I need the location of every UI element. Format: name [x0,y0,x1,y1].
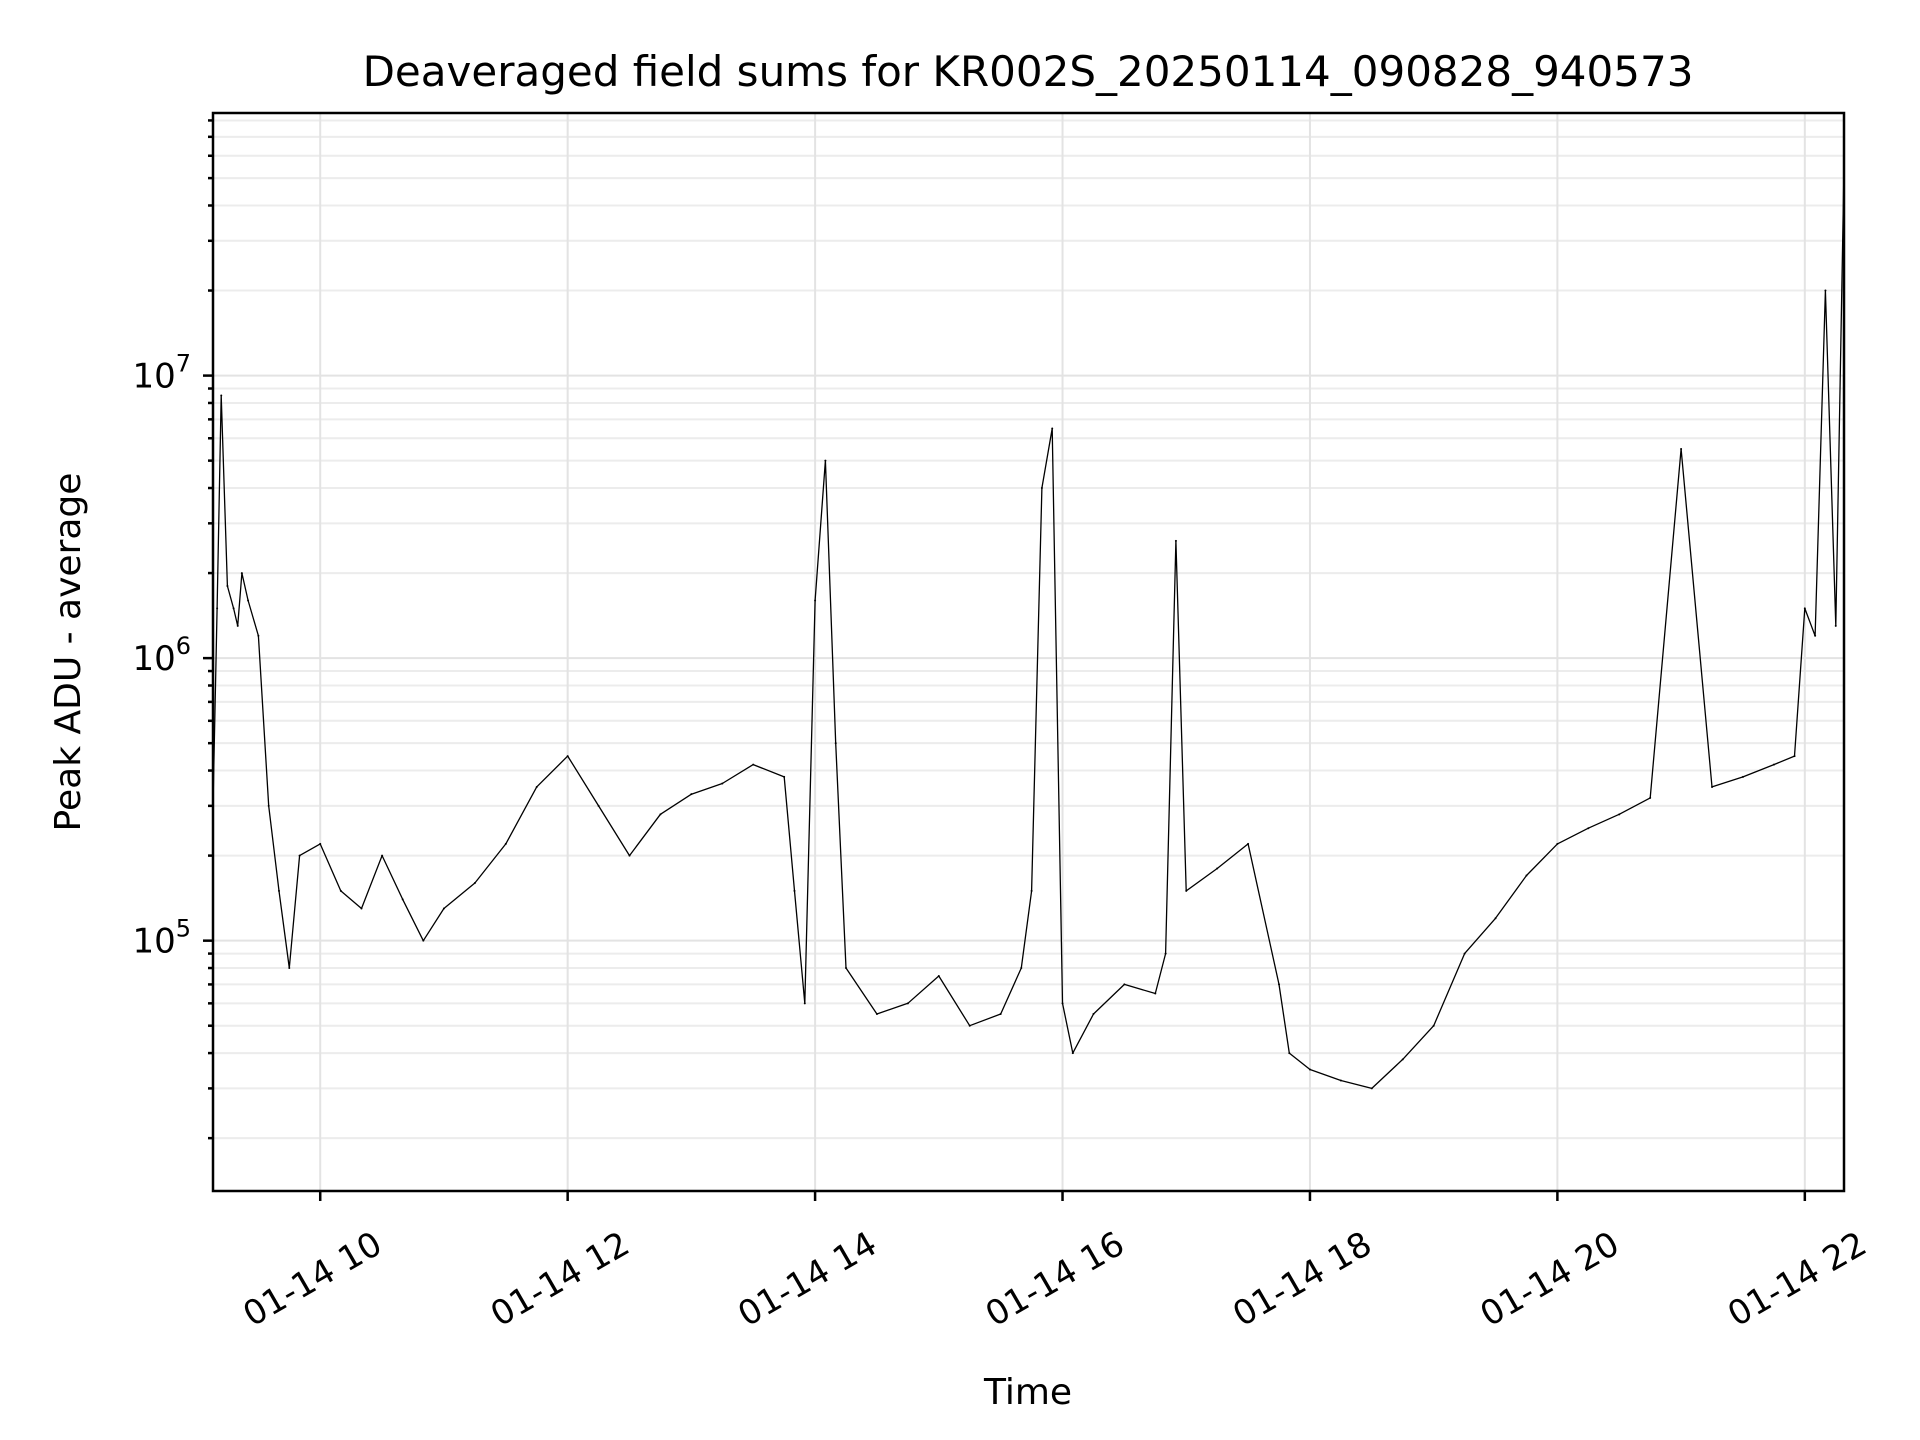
data-point [1432,1024,1435,1027]
data-point [999,1013,1002,1016]
data-point [1164,952,1167,955]
data-point [814,599,817,602]
x-tick-label: 01-14 16 [979,1224,1131,1335]
data-point [1123,983,1126,986]
data-point [937,974,940,977]
x-tick-label: 01-14 22 [1721,1224,1873,1335]
data-point [824,459,827,462]
data-point [226,585,229,588]
data-point [1308,1068,1311,1071]
data-point [1174,539,1177,542]
data-point [721,782,724,785]
data-point [968,1024,971,1027]
data-point [1154,992,1157,995]
data-point [1092,1013,1095,1016]
data-point [628,854,631,857]
axis-ticks: 105 106 107 01-14 10 01-14 12 01-14 14 01-14 1… [132,119,1874,1335]
data-point [1061,1002,1064,1005]
data-point [277,889,280,892]
data-point [422,939,425,942]
data-point [1680,447,1683,450]
data-point [220,394,223,397]
data-point [1834,624,1837,627]
x-tick-label: 01-14 10 [237,1224,389,1335]
x-tick-label: 01-14 18 [1226,1224,1378,1335]
data-point [535,785,538,788]
data-point [216,607,219,610]
data-point [504,842,507,845]
data-point [566,755,569,758]
chart-title: Deaveraged field sums for KR002S_2025011… [363,47,1694,96]
data-point [1247,842,1250,845]
data-point [1071,1052,1074,1055]
y-tick-label: 106 [132,632,191,679]
data-point [793,889,796,892]
data-point [257,634,260,637]
data-point [1741,775,1744,778]
data-point [1216,867,1219,870]
data-point [1339,1079,1342,1082]
y-axis-label: Peak ADU - average [48,473,89,832]
data-point [267,804,270,807]
data-point [1649,796,1652,799]
x-tick-label: 01-14 20 [1474,1224,1626,1335]
data-point [1040,487,1043,490]
series-line [212,166,1845,1090]
data-point [1803,607,1806,610]
data-point [1020,967,1023,970]
data-point [597,804,600,807]
data-point [1618,813,1621,816]
data-point [1288,1052,1291,1055]
data-point [232,607,235,610]
x-axis-label: Time [983,1372,1072,1413]
x-tick-label: 01-14 12 [484,1224,636,1335]
series-layer [212,165,1845,1090]
data-point [803,1002,806,1005]
data-point [360,907,363,910]
data-point [1814,634,1817,637]
data-point [1463,952,1466,955]
data-point [381,854,384,857]
data-point [845,967,848,970]
data-point [752,763,755,766]
data-point [659,813,662,816]
data-point [1051,427,1054,430]
data-point [298,854,301,857]
data-point [319,842,322,845]
data-point [834,742,837,745]
data-point [906,1002,909,1005]
data-point [690,793,693,796]
data-point [1711,785,1714,788]
plot-frame [211,111,1846,1193]
data-point [1556,842,1559,845]
data-point [236,624,239,627]
data-point [1525,874,1528,877]
y-tick-label: 107 [132,350,191,397]
data-point [1370,1087,1373,1090]
y-tick-label: 105 [132,915,191,962]
x-tick-label: 01-14 14 [731,1224,883,1335]
data-point [247,599,250,602]
data-point [1494,917,1497,920]
data-point [1587,827,1590,830]
data-point [240,572,243,575]
data-point [473,881,476,884]
data-point [1278,983,1281,986]
data-point [1185,889,1188,892]
data-point [288,967,291,970]
data-point [1401,1058,1404,1061]
data-point [339,889,342,892]
data-point [875,1013,878,1016]
data-point [1030,889,1033,892]
data-point [1793,755,1796,758]
data-point [401,898,404,901]
data-point [1824,289,1827,292]
data-point [1772,763,1775,766]
data-point [783,775,786,778]
grid-lines [213,113,1844,1191]
data-point [442,907,445,910]
